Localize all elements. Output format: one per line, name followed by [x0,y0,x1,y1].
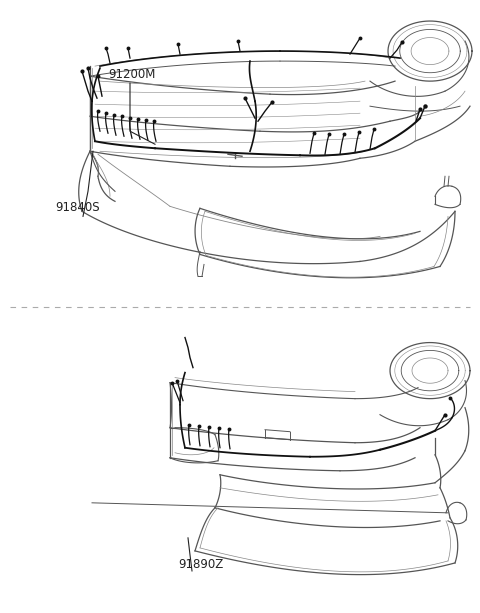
Text: 91200M: 91200M [108,68,156,81]
Text: 91840S: 91840S [55,201,100,215]
Text: 91890Z: 91890Z [178,558,223,571]
